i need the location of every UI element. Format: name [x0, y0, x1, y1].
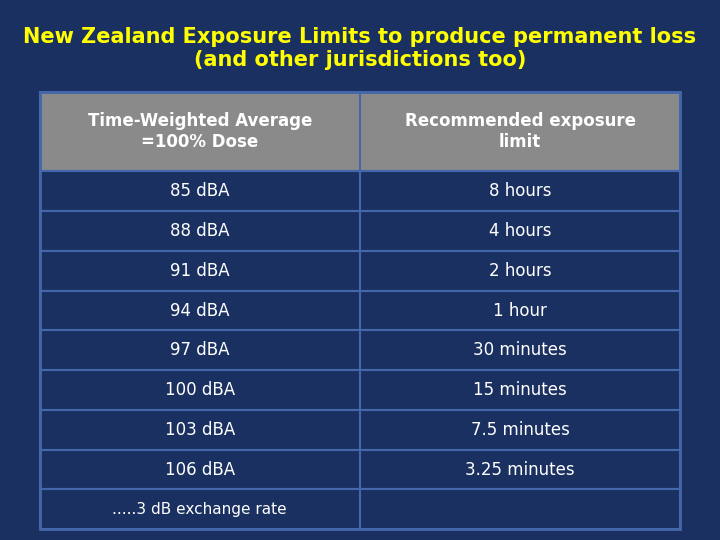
Text: 85 dBA: 85 dBA — [170, 182, 230, 200]
Text: 91 dBA: 91 dBA — [170, 262, 230, 280]
FancyBboxPatch shape — [40, 330, 680, 370]
Text: 1 hour: 1 hour — [493, 301, 547, 320]
Text: Time-Weighted Average
=100% Dose: Time-Weighted Average =100% Dose — [88, 112, 312, 151]
Text: 2 hours: 2 hours — [489, 262, 552, 280]
Text: 8 hours: 8 hours — [489, 182, 552, 200]
Text: Recommended exposure
limit: Recommended exposure limit — [405, 112, 636, 151]
Text: .....3 dB exchange rate: .....3 dB exchange rate — [112, 502, 287, 517]
FancyBboxPatch shape — [40, 171, 680, 211]
Text: 7.5 minutes: 7.5 minutes — [471, 421, 570, 439]
FancyBboxPatch shape — [40, 291, 680, 330]
FancyBboxPatch shape — [40, 489, 680, 529]
Text: 100 dBA: 100 dBA — [165, 381, 235, 399]
Text: 103 dBA: 103 dBA — [165, 421, 235, 439]
FancyBboxPatch shape — [40, 92, 680, 171]
FancyBboxPatch shape — [40, 211, 680, 251]
FancyBboxPatch shape — [40, 251, 680, 291]
Text: 4 hours: 4 hours — [489, 222, 552, 240]
Text: 88 dBA: 88 dBA — [170, 222, 230, 240]
FancyBboxPatch shape — [40, 450, 680, 489]
Text: New Zealand Exposure Limits to produce permanent loss
(and other jurisdictions t: New Zealand Exposure Limits to produce p… — [24, 27, 696, 70]
Text: 97 dBA: 97 dBA — [170, 341, 230, 359]
Text: 3.25 minutes: 3.25 minutes — [465, 461, 575, 478]
Text: 15 minutes: 15 minutes — [473, 381, 567, 399]
Text: 30 minutes: 30 minutes — [473, 341, 567, 359]
Text: 106 dBA: 106 dBA — [165, 461, 235, 478]
Text: 94 dBA: 94 dBA — [170, 301, 230, 320]
FancyBboxPatch shape — [40, 370, 680, 410]
FancyBboxPatch shape — [40, 410, 680, 450]
